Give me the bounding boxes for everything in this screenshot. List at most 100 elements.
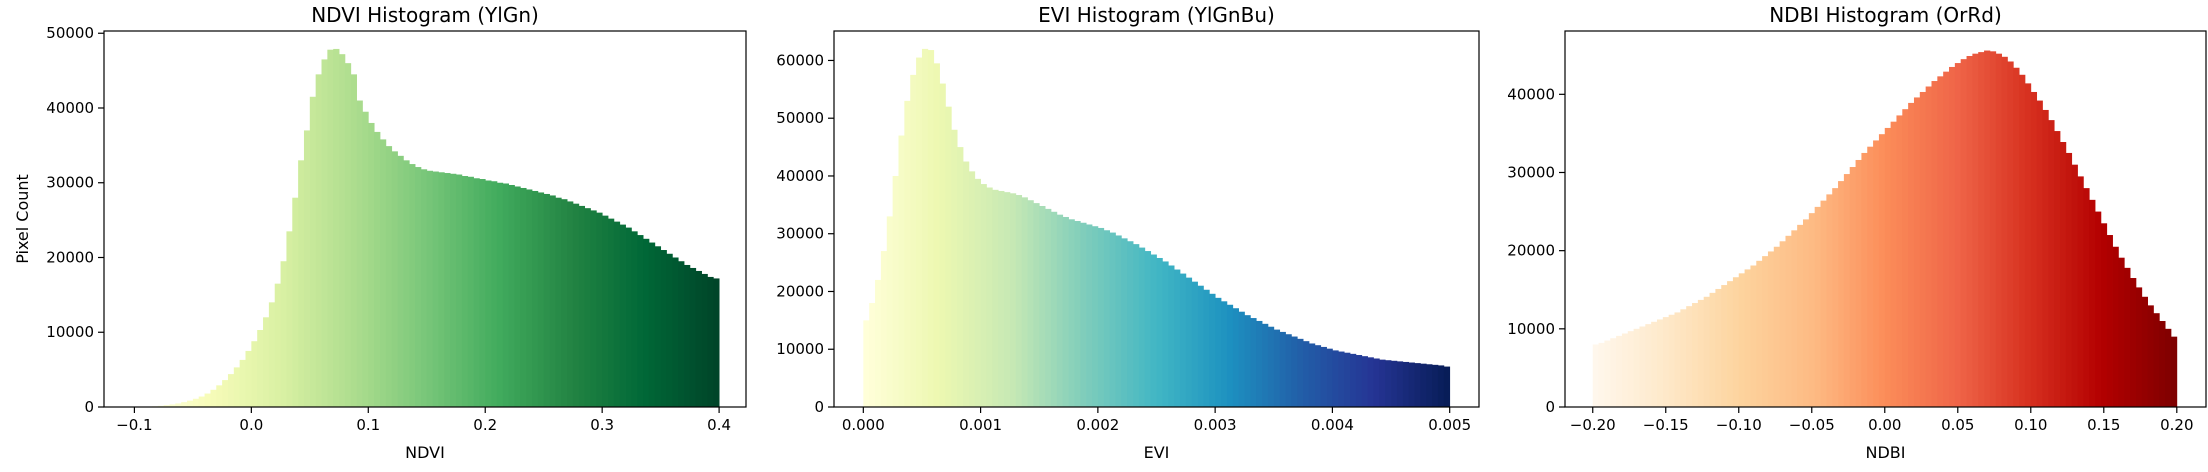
y-tick-label: 10000 (776, 340, 824, 358)
bar (2001, 56, 2008, 407)
bar (1604, 340, 1611, 407)
x-tick-label: 0.002 (1076, 416, 1119, 434)
bar (1832, 188, 1839, 407)
bar (1762, 256, 1769, 407)
bar (1779, 241, 1786, 407)
bar (980, 184, 987, 407)
bar (1009, 193, 1017, 407)
x-tick-label: −0.10 (1716, 416, 1762, 434)
bar (1738, 273, 1745, 407)
bar (2077, 176, 2084, 407)
x-tick-label: −0.05 (1789, 416, 1835, 434)
bar (1814, 206, 1821, 407)
bar (1168, 265, 1175, 407)
bar (1396, 361, 1404, 407)
bar (572, 203, 580, 407)
y-tick-label: 30000 (46, 174, 94, 192)
bar (379, 139, 387, 408)
bar (1785, 235, 1792, 407)
y-tick-label: 40000 (46, 99, 94, 117)
bar (1621, 333, 1629, 407)
bar (537, 192, 545, 407)
bar (2118, 257, 2125, 407)
bar (1727, 281, 1734, 407)
bar (1680, 309, 1687, 407)
bar (631, 231, 638, 407)
bar (450, 173, 457, 407)
bar (695, 270, 702, 407)
bar (1943, 71, 1950, 407)
x-tick-label: 0.003 (1194, 416, 1237, 434)
bar (181, 402, 188, 407)
bar (1744, 269, 1751, 407)
bar (1721, 285, 1728, 407)
bar (886, 216, 894, 407)
bar (933, 63, 940, 407)
x-tick-label: 0.1 (356, 416, 380, 434)
bar (1686, 306, 1693, 407)
bar (1402, 361, 1410, 407)
bar (578, 205, 586, 407)
bar (204, 393, 211, 407)
bar (1015, 195, 1023, 407)
bar (678, 261, 685, 407)
bar (1820, 200, 1827, 407)
bar (1338, 351, 1345, 407)
bar (397, 155, 404, 407)
bar (1408, 362, 1415, 407)
bar (1379, 359, 1386, 407)
bar (619, 224, 626, 407)
bar (374, 131, 381, 407)
bar (1732, 277, 1740, 407)
bar (415, 167, 422, 407)
bar (968, 171, 976, 407)
bar (274, 283, 281, 407)
axes-frame (1564, 30, 2207, 408)
bar (1056, 214, 1064, 407)
y-tick-label: 20000 (1507, 242, 1555, 260)
bar (2135, 287, 2143, 407)
bar (508, 184, 515, 407)
bar (198, 396, 205, 407)
bar (1332, 350, 1339, 407)
bar (467, 176, 474, 407)
bar (1385, 360, 1392, 407)
x-tick-label: 0.10 (2014, 416, 2047, 434)
bar (286, 231, 293, 407)
bar (1873, 140, 1880, 408)
bar (939, 83, 946, 407)
bar (485, 180, 492, 407)
x-tick-label: 0.15 (2087, 416, 2120, 434)
bar (1050, 211, 1058, 407)
x-tick-label: 0.001 (959, 416, 1002, 434)
chart-title: NDBI Histogram (OrRd) (1769, 3, 2002, 27)
bar (321, 59, 328, 407)
bar (1896, 115, 1903, 407)
bar (643, 238, 650, 407)
bar (1913, 97, 1921, 407)
bar (689, 267, 697, 407)
bar (567, 201, 574, 407)
bar (175, 403, 182, 407)
bar (1925, 86, 1932, 407)
bar (368, 122, 375, 407)
y-tick-label: 40000 (776, 167, 824, 185)
y-tick-label: 60000 (776, 51, 824, 69)
bar (1361, 356, 1368, 407)
bar (1616, 335, 1623, 407)
bar (2083, 188, 2090, 407)
bar (2048, 120, 2055, 407)
bar (1995, 53, 2002, 408)
bar (385, 146, 393, 407)
bar (921, 48, 929, 408)
bar (1314, 345, 1322, 407)
bar (2059, 142, 2067, 407)
bar (2054, 131, 2061, 407)
bar (713, 278, 720, 407)
bar (1919, 91, 1927, 408)
x-tick-label: 0.05 (1941, 416, 1974, 434)
bar (1068, 219, 1075, 407)
bar (1267, 326, 1275, 407)
bar (1115, 235, 1122, 407)
